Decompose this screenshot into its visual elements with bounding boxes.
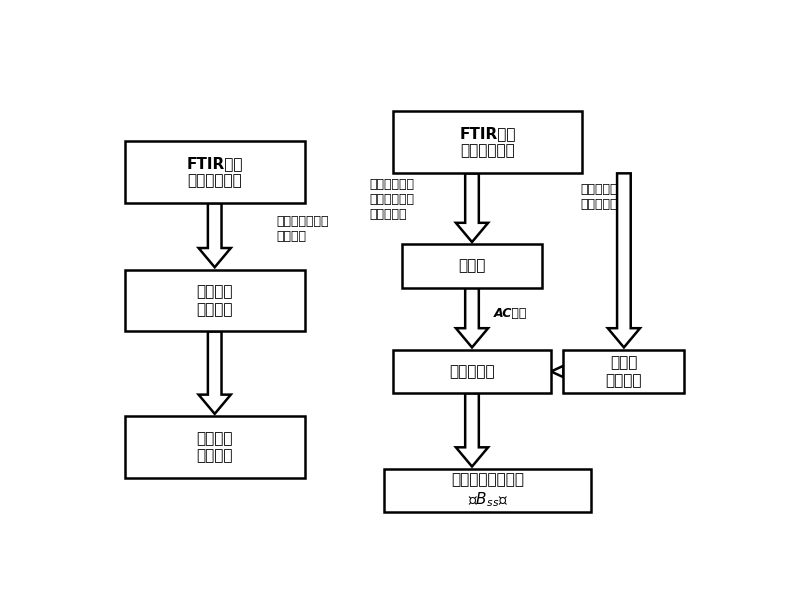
Polygon shape [456,173,488,242]
Text: 优化样品
相关光路: 优化样品 相关光路 [197,284,233,317]
Polygon shape [198,331,231,414]
FancyBboxPatch shape [393,111,582,173]
Polygon shape [456,393,488,466]
Text: 锁相放大器: 锁相放大器 [449,364,495,379]
Polygon shape [551,362,571,381]
FancyBboxPatch shape [563,350,684,393]
Text: AC耦合: AC耦合 [494,307,527,320]
Text: 斩波器
参考信号: 斩波器 参考信号 [606,355,642,388]
FancyBboxPatch shape [393,350,551,393]
Text: FTIR置于
步进扫描状态: FTIR置于 步进扫描状态 [459,126,516,159]
Text: 探测器: 探测器 [458,259,486,274]
Text: 移开激光光路中
的斩波器: 移开激光光路中 的斩波器 [277,215,330,243]
Polygon shape [198,203,231,267]
Text: 探测器和电路
控制板间接入
锁相放大器: 探测器和电路 控制板间接入 锁相放大器 [370,178,414,221]
Polygon shape [456,288,488,347]
FancyBboxPatch shape [125,141,305,203]
Polygon shape [608,173,640,347]
FancyBboxPatch shape [384,469,591,512]
FancyBboxPatch shape [402,245,542,288]
Text: 监测信号
达到极大: 监测信号 达到极大 [197,431,233,464]
FancyBboxPatch shape [125,270,305,331]
FancyBboxPatch shape [125,416,305,478]
Text: 激光光路中
移入斩波器: 激光光路中 移入斩波器 [581,183,618,211]
Text: FTIR置于
连续扫描状态: FTIR置于 连续扫描状态 [186,156,243,189]
Text: 光调制热发射信号
（$B_{ss}$）: 光调制热发射信号 （$B_{ss}$） [451,472,524,509]
